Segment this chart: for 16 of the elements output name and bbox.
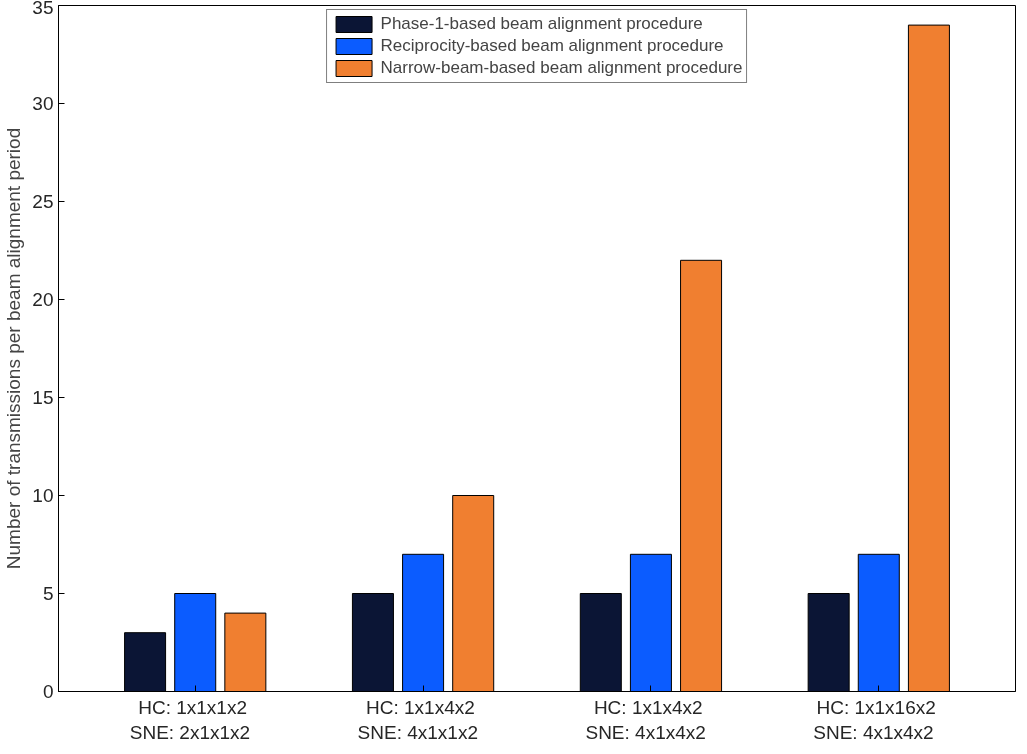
x-tick-label: HC: 1x1x4x2 SNE: 4x1x4x2: [585, 696, 706, 743]
y-tick-label: 10: [32, 485, 54, 506]
x-tick-label: HC: 1x1x4x2 SNE: 4x1x1x2: [357, 696, 478, 743]
y-tick-label: 5: [42, 583, 54, 604]
y-tick-label: 15: [32, 387, 54, 408]
legend-label: Reciprocity-based beam alignment procedure: [380, 36, 724, 56]
y-tick-label: 20: [32, 289, 54, 310]
y-axis-title: Number of transmissions per beam alignment period: [3, 127, 25, 570]
x-tick-label: HC: 1x1x16x2 SNE: 4x1x4x2: [813, 696, 936, 743]
y-tick-label: 30: [32, 93, 54, 114]
y-tick-label: 35: [32, 0, 54, 18]
x-tick-label: HC: 1x1x1x2 SNE: 2x1x1x2: [129, 696, 251, 743]
legend-label: Narrow-beam-based beam alignment procedure: [380, 58, 743, 78]
y-tick-label: 0: [42, 681, 54, 702]
legend-label: Phase-1-based beam alignment procedure: [380, 14, 703, 34]
y-tick-label: 25: [32, 191, 54, 212]
